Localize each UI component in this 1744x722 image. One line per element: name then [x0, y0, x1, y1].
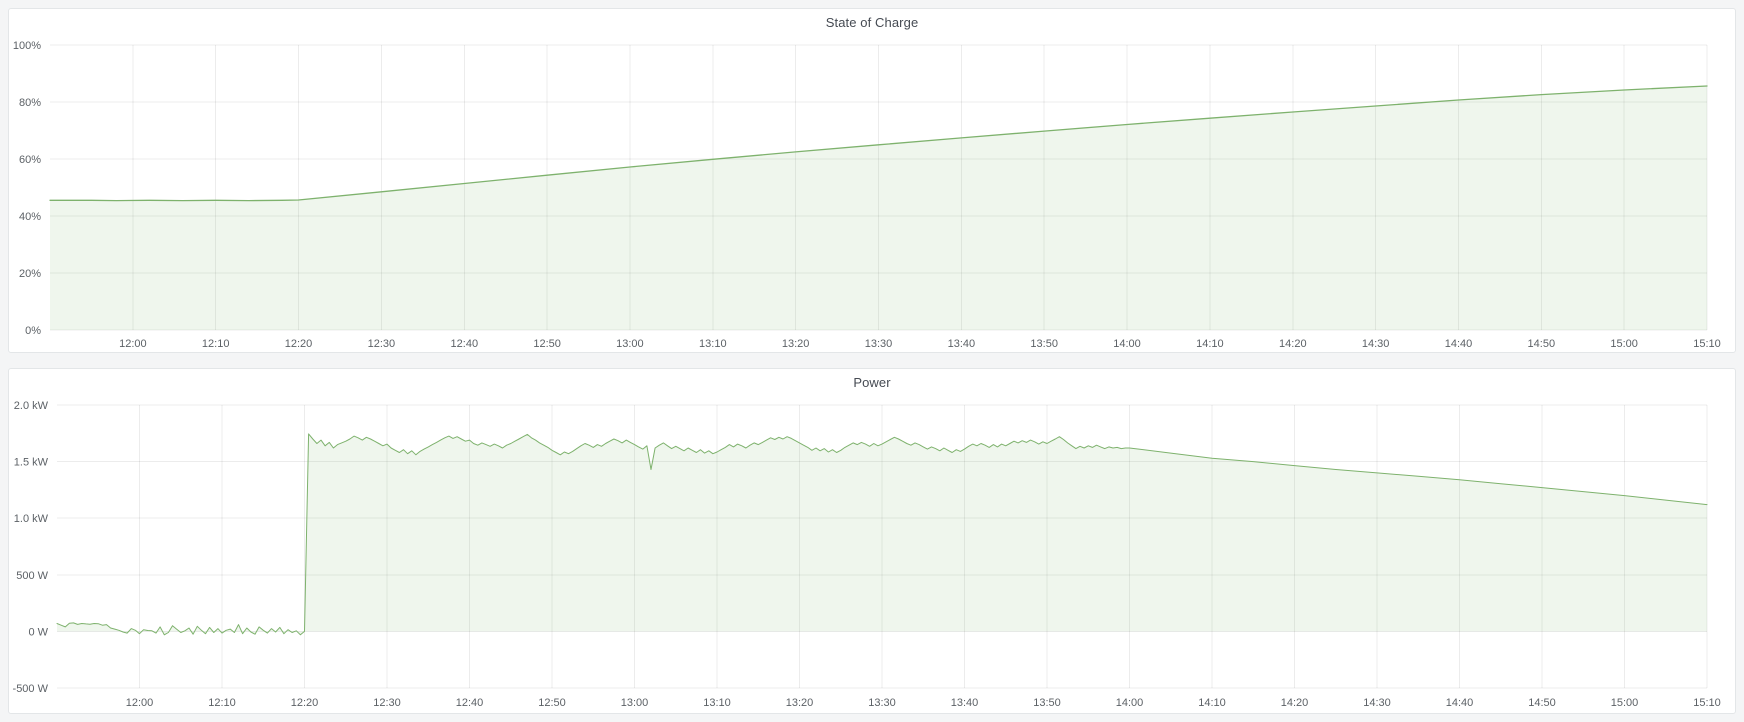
- svg-text:15:00: 15:00: [1610, 338, 1638, 350]
- power-chart[interactable]: 2.0 kW 1.5 kW 1.0 kW 500 W 0 W -500 W 12:00 12:…: [9, 395, 1735, 713]
- svg-text:12:10: 12:10: [202, 338, 230, 350]
- panel-power: Power 2.0 kW 1.5 kW 1.0 kW 500 W 0 W -500 W 12…: [8, 368, 1736, 714]
- svg-text:14:10: 14:10: [1196, 338, 1224, 350]
- svg-text:14:30: 14:30: [1363, 697, 1391, 709]
- svg-text:14:10: 14:10: [1198, 697, 1226, 709]
- svg-text:13:40: 13:40: [951, 697, 979, 709]
- svg-text:12:20: 12:20: [285, 338, 313, 350]
- svg-text:14:40: 14:40: [1445, 338, 1473, 350]
- svg-text:13:20: 13:20: [786, 697, 814, 709]
- svg-text:13:50: 13:50: [1030, 338, 1058, 350]
- panel-title-state-of-charge[interactable]: State of Charge: [825, 14, 919, 30]
- svg-text:13:20: 13:20: [782, 338, 810, 350]
- svg-text:13:00: 13:00: [616, 338, 644, 350]
- svg-text:14:00: 14:00: [1116, 697, 1144, 709]
- panel-header: State of Charge: [9, 9, 1735, 35]
- svg-text:12:20: 12:20: [291, 697, 319, 709]
- svg-text:80%: 80%: [19, 97, 41, 109]
- svg-text:13:10: 13:10: [699, 338, 727, 350]
- svg-text:12:40: 12:40: [456, 697, 484, 709]
- svg-text:15:00: 15:00: [1611, 697, 1639, 709]
- state-of-charge-chart[interactable]: 100% 80% 60% 40% 20% 0% 12:00 12:10 12:20 12:30 12…: [9, 35, 1735, 352]
- svg-text:13:30: 13:30: [865, 338, 893, 350]
- svg-text:500 W: 500 W: [16, 570, 48, 582]
- svg-text:12:10: 12:10: [208, 697, 236, 709]
- svg-text:0%: 0%: [25, 325, 41, 337]
- svg-text:12:50: 12:50: [538, 697, 566, 709]
- svg-text:14:50: 14:50: [1528, 338, 1556, 350]
- svg-text:2.0 kW: 2.0 kW: [14, 400, 49, 412]
- svg-text:14:50: 14:50: [1528, 697, 1556, 709]
- svg-text:12:30: 12:30: [368, 338, 396, 350]
- svg-text:13:50: 13:50: [1033, 697, 1061, 709]
- svg-text:60%: 60%: [19, 154, 41, 166]
- svg-text:15:10: 15:10: [1693, 338, 1721, 350]
- svg-text:13:30: 13:30: [868, 697, 896, 709]
- panel-header: Power: [9, 369, 1735, 395]
- svg-text:-500 W: -500 W: [13, 683, 49, 695]
- svg-text:12:00: 12:00: [119, 338, 147, 350]
- svg-text:14:20: 14:20: [1279, 338, 1307, 350]
- svg-text:14:20: 14:20: [1281, 697, 1309, 709]
- svg-text:13:40: 13:40: [948, 338, 976, 350]
- svg-text:12:40: 12:40: [451, 338, 479, 350]
- svg-text:15:10: 15:10: [1693, 697, 1721, 709]
- svg-text:100%: 100%: [13, 40, 41, 52]
- svg-text:12:50: 12:50: [533, 338, 561, 350]
- svg-text:14:30: 14:30: [1362, 338, 1390, 350]
- svg-text:13:10: 13:10: [703, 697, 731, 709]
- svg-text:40%: 40%: [19, 211, 41, 223]
- svg-text:1.5 kW: 1.5 kW: [14, 457, 49, 469]
- svg-text:12:30: 12:30: [373, 697, 401, 709]
- panel-state-of-charge: State of Charge 100% 80% 60% 40% 20% 0% 12:00 1…: [8, 8, 1736, 353]
- svg-text:1.0 kW: 1.0 kW: [14, 513, 49, 525]
- svg-text:13:00: 13:00: [621, 697, 649, 709]
- svg-text:14:00: 14:00: [1113, 338, 1141, 350]
- svg-text:20%: 20%: [19, 268, 41, 280]
- svg-text:12:00: 12:00: [126, 697, 154, 709]
- svg-text:14:40: 14:40: [1446, 697, 1474, 709]
- panel-title-power[interactable]: Power: [853, 374, 891, 390]
- svg-text:0 W: 0 W: [28, 626, 48, 638]
